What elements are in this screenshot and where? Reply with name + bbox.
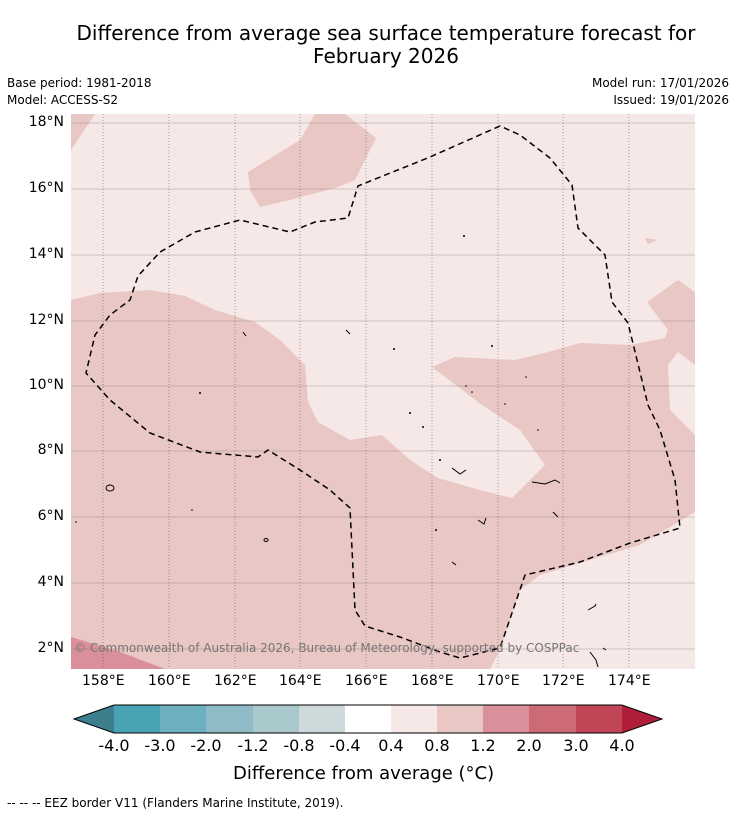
islands: [105, 329, 607, 668]
colorbar-cell: [114, 705, 160, 733]
colorbar-label: -1.2: [237, 736, 269, 755]
colorbar-label: 0.4: [378, 736, 404, 755]
colorbar-cell: [529, 705, 576, 733]
lat-label: 2°N: [37, 640, 64, 656]
colorbar-label: 0.8: [424, 736, 450, 755]
colorbar-label: 1.2: [470, 736, 496, 755]
colorbar-label: 4.0: [609, 736, 635, 755]
colorbar-high-arrow: [622, 705, 662, 733]
lon-label: 160°E: [148, 673, 191, 689]
eez-border: [85, 125, 681, 659]
colorbar-outline: [72, 704, 664, 734]
colorbar-cell: [391, 705, 437, 733]
colorbar-low-arrow: [74, 705, 114, 733]
colorbar-cell: [437, 705, 483, 733]
meta-right: Model run: 17/01/2026 Issued: 19/01/2026: [592, 75, 729, 109]
colorbar-cell: [299, 705, 345, 733]
lat-label: 10°N: [28, 377, 64, 393]
lat-label: 18°N: [28, 114, 64, 130]
colorbar-label: -4.0: [98, 736, 130, 755]
lat-label: 6°N: [37, 508, 64, 524]
colorbar-label: -0.4: [329, 736, 361, 755]
colorbar: [72, 704, 664, 734]
lon-label: 166°E: [345, 673, 388, 689]
latitude-gridlines: [71, 122, 695, 650]
lon-label: 158°E: [82, 673, 125, 689]
lat-label: 16°N: [28, 180, 64, 196]
model-run: Model run: 17/01/2026: [591, 76, 729, 90]
anomaly-region-lowright: [490, 512, 695, 669]
lon-label: 170°E: [477, 673, 520, 689]
lat-label: 12°N: [28, 312, 64, 328]
anomaly-region-north: [248, 114, 376, 207]
lon-label: 164°E: [279, 673, 322, 689]
longitude-gridlines: [102, 114, 630, 669]
lon-label: 174°E: [608, 673, 651, 689]
lat-label: 14°N: [28, 246, 64, 262]
colorbar-label: 3.0: [563, 736, 589, 755]
colorbar-cell: [345, 705, 391, 733]
lon-label: 162°E: [214, 673, 257, 689]
title-line-1: Difference from average sea surface temp…: [76, 21, 696, 45]
lat-label: 8°N: [37, 442, 64, 458]
colorbar-label: 2.0: [516, 736, 542, 755]
anomaly-region-east: [647, 280, 695, 365]
colorbar-cell: [206, 705, 253, 733]
title-line-2: February 2026: [313, 44, 459, 68]
colorbar-title: Difference from average (°C): [233, 763, 495, 784]
anomaly-region-main: [71, 290, 695, 669]
eez-footnote: -- -- -- EEZ border V11 (Flanders Marine…: [7, 796, 344, 810]
colorbar-label: -0.8: [283, 736, 315, 755]
anomaly-region-small: [645, 238, 658, 244]
colorbar-cell: [576, 705, 622, 733]
colorbar-label: -2.0: [190, 736, 222, 755]
small-atolls: [75, 235, 539, 531]
colorbar-cell: [160, 705, 206, 733]
meta-left: Base period: 1981-2018 Model: ACCESS-S2: [7, 75, 152, 109]
map-area: [71, 114, 695, 669]
anomaly-region-right: [668, 352, 695, 435]
lon-label: 168°E: [411, 673, 454, 689]
model-name: Model: ACCESS-S2: [7, 93, 119, 107]
base-period: Base period: 1981-2018: [7, 76, 152, 90]
anomaly-region-sw: [71, 637, 165, 669]
issued-date: Issued: 19/01/2026: [613, 93, 729, 107]
map-title: Difference from average sea surface temp…: [0, 22, 736, 68]
colorbar-label: -3.0: [144, 736, 176, 755]
copyright-notice: © Commonwealth of Australia 2026, Bureau…: [74, 641, 580, 655]
colorbar-cell: [253, 705, 299, 733]
lat-label: 4°N: [37, 574, 64, 590]
lon-label: 172°E: [542, 673, 585, 689]
colorbar-cell: [483, 705, 529, 733]
